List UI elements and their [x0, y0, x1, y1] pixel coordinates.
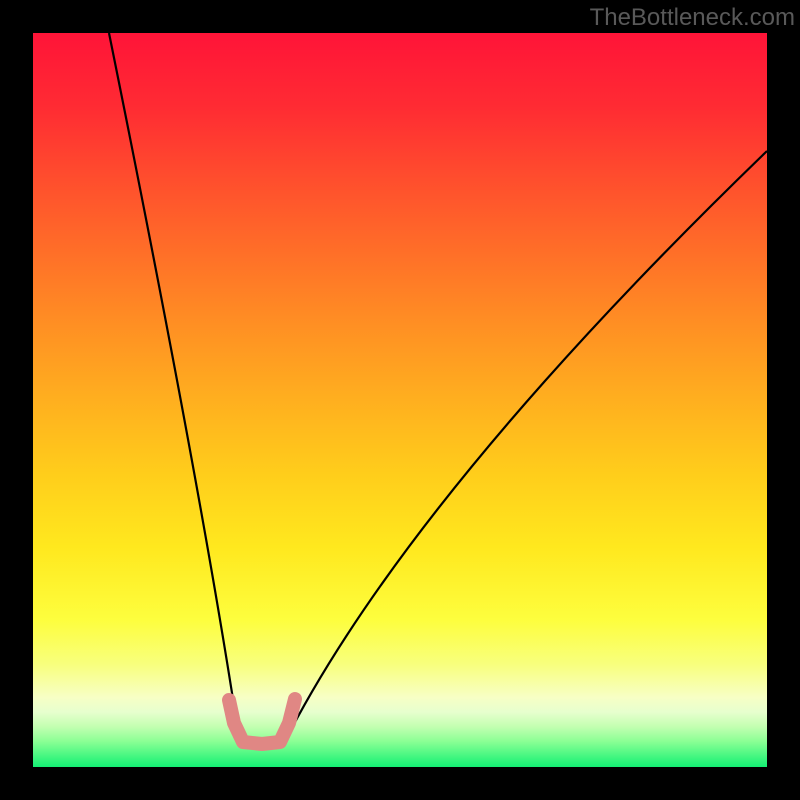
chart-svg — [33, 33, 767, 767]
watermark-text: TheBottleneck.com — [590, 4, 795, 32]
gradient-background — [33, 33, 767, 767]
chart-frame — [33, 33, 767, 767]
